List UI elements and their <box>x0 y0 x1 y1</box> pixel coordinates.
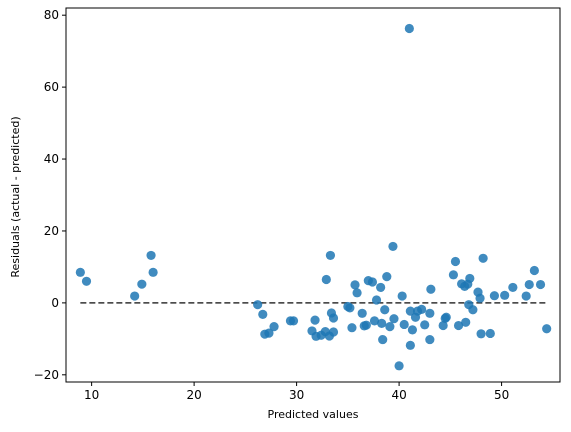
data-point <box>288 316 299 326</box>
data-point <box>450 256 461 267</box>
x-axis-label: Predicted values <box>268 408 359 421</box>
data-point <box>521 291 531 301</box>
data-point <box>357 308 367 318</box>
data-point <box>258 309 268 319</box>
data-point <box>81 276 92 286</box>
data-point <box>382 272 392 282</box>
data-point <box>380 305 390 315</box>
data-point <box>371 295 382 305</box>
data-point <box>417 304 427 314</box>
data-point <box>485 328 495 339</box>
data-point <box>407 325 418 335</box>
data-point <box>146 250 156 261</box>
data-point <box>394 361 404 371</box>
x-tick-label: 50 <box>494 388 509 402</box>
data-point <box>367 277 378 287</box>
y-tick-label: 40 <box>44 152 59 166</box>
data-point <box>361 320 371 330</box>
data-point <box>476 329 486 339</box>
data-point <box>310 315 320 325</box>
x-tick-label: 20 <box>186 388 201 402</box>
data-point <box>253 300 263 310</box>
data-point <box>542 324 552 334</box>
data-point <box>269 322 279 332</box>
data-point <box>425 334 435 345</box>
data-point <box>426 284 436 294</box>
y-axis-label: Residuals (actual - predicted) <box>9 116 22 277</box>
data-point <box>385 322 395 332</box>
plot-area <box>75 23 552 371</box>
data-point <box>468 305 478 315</box>
y-tick-label: 60 <box>44 80 59 94</box>
data-point <box>508 282 518 293</box>
data-point <box>405 340 415 350</box>
data-point <box>388 241 398 252</box>
data-point <box>397 291 407 301</box>
data-point <box>369 316 380 326</box>
data-point <box>535 279 546 290</box>
data-point <box>465 273 475 284</box>
data-point <box>389 314 399 324</box>
data-point <box>377 318 387 328</box>
data-point <box>453 320 464 331</box>
data-point <box>148 267 158 277</box>
data-point <box>399 319 409 330</box>
data-point <box>489 291 500 301</box>
data-point <box>420 320 430 330</box>
y-tick-label: 0 <box>51 296 59 310</box>
axes: 10 20 30 40 50 −20 0 20 40 60 80 <box>34 7 561 402</box>
x-tick-label: 40 <box>391 388 406 402</box>
y-tick-label: −20 <box>34 368 59 382</box>
data-point <box>500 290 510 300</box>
data-point <box>524 279 534 290</box>
data-point <box>478 253 488 263</box>
data-point <box>404 23 414 34</box>
data-point <box>350 280 360 290</box>
data-point <box>425 308 435 318</box>
data-point <box>441 312 451 322</box>
x-tick-label: 10 <box>84 388 99 402</box>
data-point <box>264 328 274 338</box>
plot-frame <box>65 7 561 383</box>
data-point <box>529 265 539 276</box>
data-point <box>475 293 485 303</box>
data-point <box>438 320 448 331</box>
data-point <box>376 282 386 293</box>
data-point <box>328 313 339 323</box>
data-point <box>328 327 339 337</box>
data-point <box>352 288 362 298</box>
data-point <box>137 279 147 289</box>
data-point <box>378 334 388 345</box>
data-point <box>325 250 336 261</box>
data-point <box>75 267 85 277</box>
data-point <box>347 323 357 333</box>
data-point <box>405 306 415 316</box>
x-tick-label: 30 <box>289 388 304 402</box>
data-point <box>321 274 331 285</box>
y-tick-label: 80 <box>44 8 59 22</box>
data-point <box>448 270 459 280</box>
y-tick-label: 20 <box>44 224 59 238</box>
data-point <box>345 303 355 313</box>
data-point <box>130 291 140 301</box>
data-point <box>461 317 471 327</box>
